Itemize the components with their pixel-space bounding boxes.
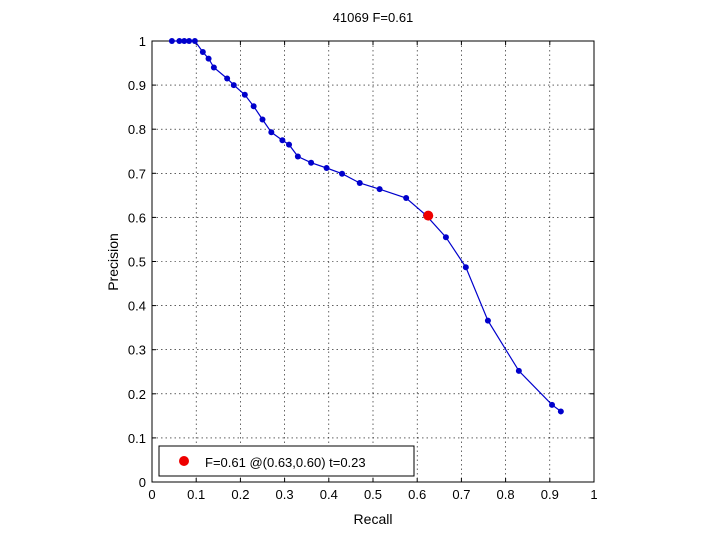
pr-curve-point — [241, 91, 248, 98]
pr-curve-point — [549, 401, 556, 408]
y-tick-label: 0.4 — [128, 299, 146, 314]
pr-curve-point — [230, 82, 237, 89]
pr-curve-point — [268, 129, 275, 136]
pr-curve-point — [557, 408, 564, 415]
pr-curve-point — [356, 180, 363, 187]
x-tick-label: 1 — [590, 487, 597, 502]
y-tick-label: 0 — [139, 475, 146, 490]
y-axis-label: Precision — [105, 233, 121, 291]
axis-ticks: 0 0.1 0.2 0.3 0.4 0.5 0.6 0.7 0.8 0.9 1 0 0.1 0.2 0.3 0… — [128, 34, 598, 502]
chart-title: 41069 F=0.61 — [333, 10, 414, 25]
pr-curve-point — [176, 38, 183, 44]
pr-curve-point — [224, 75, 231, 82]
y-tick-label: 0.1 — [128, 431, 146, 446]
legend-box — [158, 445, 415, 477]
pr-curve-point — [186, 38, 193, 44]
grid-lines — [152, 41, 594, 482]
x-tick-label: 0.5 — [364, 487, 382, 502]
pr-curve-point — [403, 194, 410, 201]
pr-curve-point — [323, 165, 330, 172]
pr-curve-point — [376, 186, 383, 193]
pr-curve-point — [210, 64, 217, 71]
pr-curve-point — [484, 317, 491, 324]
pr-curve-point — [286, 141, 293, 148]
legend-marker — [179, 456, 189, 466]
y-tick-label: 0.5 — [128, 255, 146, 270]
y-tick-label: 1 — [139, 34, 146, 49]
highlight-layer — [423, 210, 434, 221]
best-f-point — [423, 210, 434, 221]
pr-curve-point — [205, 55, 212, 62]
pr-curve-point — [462, 264, 469, 271]
pr-curve-point — [181, 38, 188, 44]
pr-curve-point — [339, 170, 346, 177]
y-tick-label: 0.6 — [128, 210, 146, 225]
x-tick-label: 0.6 — [408, 487, 426, 502]
x-tick-label: 0.2 — [231, 487, 249, 502]
x-axis-label: Recall — [354, 511, 393, 527]
pr-curve-point — [442, 234, 449, 241]
series-layer — [168, 38, 564, 415]
x-tick-label: 0.4 — [320, 487, 338, 502]
legend-entry-label: F=0.61 @(0.63,0.60) t=0.23 — [205, 455, 366, 470]
pr-curve-point — [515, 367, 522, 374]
pr-curve-point — [308, 159, 315, 166]
x-tick-label: 0.3 — [276, 487, 294, 502]
x-tick-label: 0 — [148, 487, 155, 502]
pr-curve-point — [259, 116, 266, 123]
x-tick-label: 0.7 — [452, 487, 470, 502]
pr-curve-point — [168, 38, 175, 44]
legend: F=0.61 @(0.63,0.60) t=0.23 — [158, 445, 415, 477]
y-tick-label: 0.2 — [128, 387, 146, 402]
x-tick-label: 0.8 — [497, 487, 515, 502]
pr-curve-point — [294, 153, 301, 160]
pr-curve-point — [199, 49, 206, 56]
y-tick-label: 0.3 — [128, 343, 146, 358]
x-tick-label: 0.9 — [541, 487, 559, 502]
y-tick-label: 0.8 — [128, 122, 146, 137]
pr-curve-point — [191, 38, 198, 44]
pr-curve-point — [279, 137, 286, 144]
pr-curve-point — [250, 103, 257, 110]
x-tick-label: 0.1 — [187, 487, 205, 502]
y-tick-label: 0.7 — [128, 166, 146, 181]
y-tick-label: 0.9 — [128, 78, 146, 93]
